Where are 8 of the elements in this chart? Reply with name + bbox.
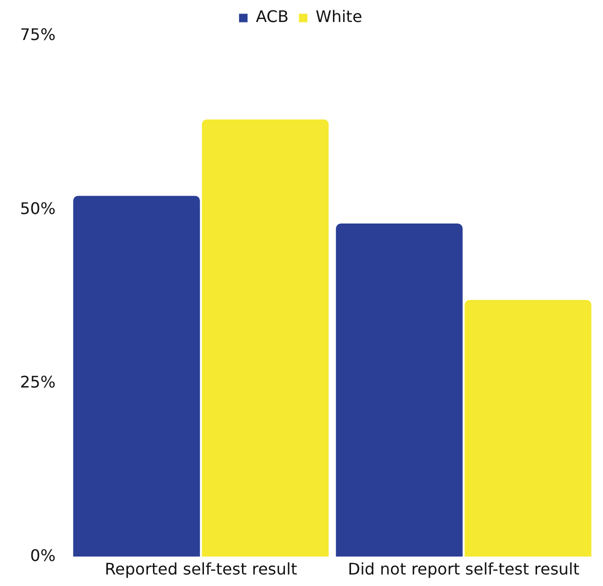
y-tick-label: 0% — [30, 546, 56, 565]
legend-label: White — [316, 7, 362, 26]
y-tick-label: 50% — [20, 198, 56, 218]
x-tick-label: Reported self-test result — [104, 560, 298, 579]
y-tick-label: 25% — [20, 372, 56, 392]
x-tick-label: Did not report self-test result — [348, 560, 580, 579]
y-tick-label: 75% — [20, 25, 56, 44]
legend-label: ACB — [256, 7, 289, 26]
